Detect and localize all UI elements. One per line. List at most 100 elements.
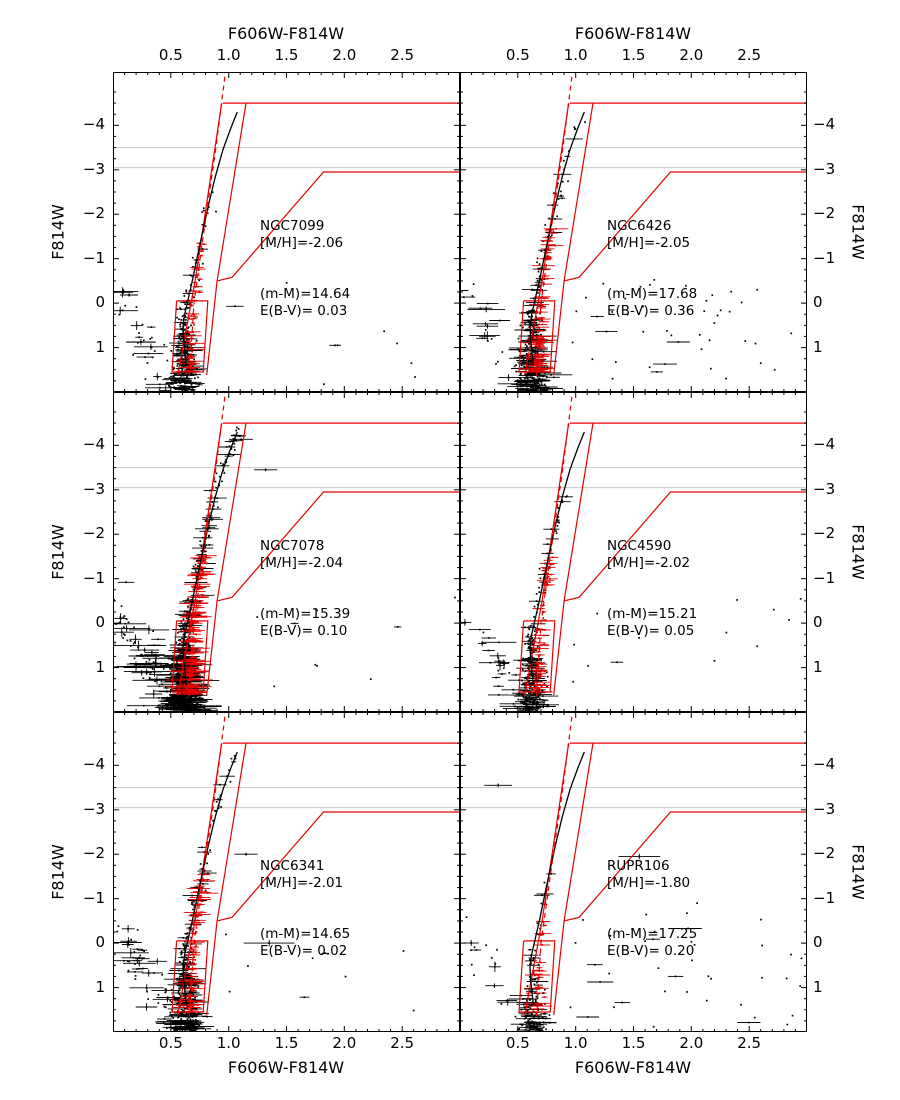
y-tick-label-left: −4: [82, 755, 105, 774]
reddening-value: E(B-V)= 0.36: [607, 303, 695, 319]
y-tick-label-left: −4: [82, 435, 105, 454]
cluster-annotation-2: (m-M)=15.39 E(B-V)= 0.10: [260, 606, 350, 640]
y-tick-label-left: −3: [82, 799, 105, 818]
y-tick-label-right: 1: [813, 337, 823, 356]
y-tick-label-left: −2: [82, 524, 105, 543]
y-tick-label-right: 1: [813, 977, 823, 996]
y-tick-label-left: 0: [95, 613, 105, 632]
cmd-plot-canvas: [113, 712, 460, 1032]
cmd-plot-canvas: [113, 72, 460, 392]
metallicity-value: [M/H]=-2.04: [260, 555, 344, 571]
y-tick-label-left: 0: [95, 933, 105, 952]
reddening-value: E(B-V)= 0.10: [260, 623, 348, 639]
y-tick-label-right: −2: [813, 844, 836, 863]
cmd-panel-ngc6426: NGC6426 [M/H]=-2.05 (m-M)=17.68 E(B-V)= …: [460, 72, 807, 392]
cluster-name: NGC6341: [260, 858, 325, 874]
distance-modulus-value: (m-M)=17.68: [607, 286, 698, 302]
cmd-plot-canvas: [460, 392, 807, 712]
y-tick-label-left: −1: [82, 568, 105, 587]
y-tick-label-right: −4: [813, 115, 836, 134]
cluster-annotation-2: (m-M)=15.21 E(B-V)= 0.05: [607, 606, 697, 640]
y-tick-label-left: 1: [95, 977, 105, 996]
distance-modulus-value: (m-M)=15.39: [260, 606, 351, 622]
cluster-name: NGC7099: [260, 218, 325, 234]
x-tick-label-bottom: 0.5: [505, 1034, 530, 1052]
cmd-panel-ngc7078: NGC7078 [M/H]=-2.04 (m-M)=15.39 E(B-V)= …: [113, 392, 460, 712]
metallicity-value: [M/H]=-2.01: [260, 875, 344, 891]
reddening-value: E(B-V)= 0.20: [607, 943, 695, 959]
x-tick-label-bottom: 1.5: [621, 1034, 646, 1052]
x-tick-label-bottom: 1.5: [274, 1034, 299, 1052]
y-tick-label-right: −1: [813, 568, 836, 587]
x-tick-label-top: 0.5: [158, 46, 183, 64]
x-tick-label-top: 2.5: [737, 46, 762, 64]
x-tick-label-top: 1.0: [216, 46, 241, 64]
distance-modulus-value: (m-M)=14.65: [260, 926, 351, 942]
cluster-annotation-2: (m-M)=17.68 E(B-V)= 0.36: [607, 286, 697, 320]
distance-modulus-value: (m-M)=17.25: [607, 926, 698, 942]
x-axis-title-bottom-left: F606W-F814W: [227, 1058, 345, 1077]
x-tick-label-bottom: 2.5: [737, 1034, 762, 1052]
y-tick-label-right: −2: [813, 204, 836, 223]
y-tick-label-left: −3: [82, 479, 105, 498]
x-axis-title-top-left: F606W-F814W: [227, 24, 345, 43]
x-tick-label-top: 2.5: [390, 46, 415, 64]
cluster-name: NGC4590: [607, 538, 672, 554]
y-tick-label-left: −2: [82, 844, 105, 863]
y-tick-label-right: −3: [813, 479, 836, 498]
y-tick-label-right: −4: [813, 755, 836, 774]
y-tick-label-right: −1: [813, 888, 836, 907]
x-tick-label-top: 0.5: [505, 46, 530, 64]
x-tick-label-bottom: 2.5: [390, 1034, 415, 1052]
cluster-annotation: NGC7099 [M/H]=-2.06: [260, 218, 343, 252]
cluster-annotation: NGC6341 [M/H]=-2.01: [260, 858, 343, 892]
y-tick-label-right: −2: [813, 524, 836, 543]
y-tick-label-left: −3: [82, 159, 105, 178]
y-tick-label-left: −2: [82, 204, 105, 223]
y-tick-label-left: −1: [82, 888, 105, 907]
y-tick-label-left: 1: [95, 337, 105, 356]
y-tick-label-right: 0: [813, 293, 823, 312]
y-tick-label-left: −4: [82, 115, 105, 134]
cluster-annotation-2: (m-M)=17.25 E(B-V)= 0.20: [607, 926, 697, 960]
x-tick-label-bottom: 1.0: [563, 1034, 588, 1052]
distance-modulus-value: (m-M)=14.64: [260, 286, 351, 302]
y-tick-label-left: 1: [95, 657, 105, 676]
x-tick-label-bottom: 2.0: [332, 1034, 357, 1052]
x-tick-label-top: 2.0: [332, 46, 357, 64]
metallicity-value: [M/H]=-1.80: [607, 875, 691, 891]
cluster-name: RUPR106: [607, 858, 670, 874]
x-axis-title-top-right: F606W-F814W: [574, 24, 692, 43]
cmd-plot-canvas: [460, 712, 807, 1032]
cluster-annotation-2: (m-M)=14.64 E(B-V)= 0.03: [260, 286, 350, 320]
x-tick-label-top: 1.5: [621, 46, 646, 64]
cluster-annotation: NGC7078 [M/H]=-2.04: [260, 538, 343, 572]
y-tick-label-right: 0: [813, 933, 823, 952]
x-tick-label-bottom: 1.0: [216, 1034, 241, 1052]
y-tick-label-right: −1: [813, 248, 836, 267]
cmd-plot-canvas: [113, 392, 460, 712]
reddening-value: E(B-V)= 0.03: [260, 303, 348, 319]
reddening-value: E(B-V)= 0.05: [607, 623, 695, 639]
cluster-annotation: NGC6426 [M/H]=-2.05: [607, 218, 690, 252]
cluster-annotation: RUPR106 [M/H]=-1.80: [607, 858, 690, 892]
x-tick-label-top: 2.0: [679, 46, 704, 64]
cmd-plot-canvas: [460, 72, 807, 392]
cluster-annotation-2: (m-M)=14.65 E(B-V)= 0.02: [260, 926, 350, 960]
y-tick-label-left: −1: [82, 248, 105, 267]
metallicity-value: [M/H]=-2.06: [260, 235, 344, 251]
metallicity-value: [M/H]=-2.02: [607, 555, 691, 571]
cmd-panel-rupr106: RUPR106 [M/H]=-1.80 (m-M)=17.25 E(B-V)= …: [460, 712, 807, 1032]
distance-modulus-value: (m-M)=15.21: [607, 606, 698, 622]
cluster-name: NGC7078: [260, 538, 325, 554]
y-tick-label-right: 0: [813, 613, 823, 632]
cmd-panel-ngc4590: NGC4590 [M/H]=-2.02 (m-M)=15.21 E(B-V)= …: [460, 392, 807, 712]
cluster-name: NGC6426: [607, 218, 672, 234]
x-axis-title-bottom-right: F606W-F814W: [574, 1058, 692, 1077]
cmd-panel-ngc6341: NGC6341 [M/H]=-2.01 (m-M)=14.65 E(B-V)= …: [113, 712, 460, 1032]
y-tick-label-right: −4: [813, 435, 836, 454]
metallicity-value: [M/H]=-2.05: [607, 235, 691, 251]
x-tick-label-top: 1.5: [274, 46, 299, 64]
cmd-panel-ngc7099: NGC7099 [M/H]=-2.06 (m-M)=14.64 E(B-V)= …: [113, 72, 460, 392]
